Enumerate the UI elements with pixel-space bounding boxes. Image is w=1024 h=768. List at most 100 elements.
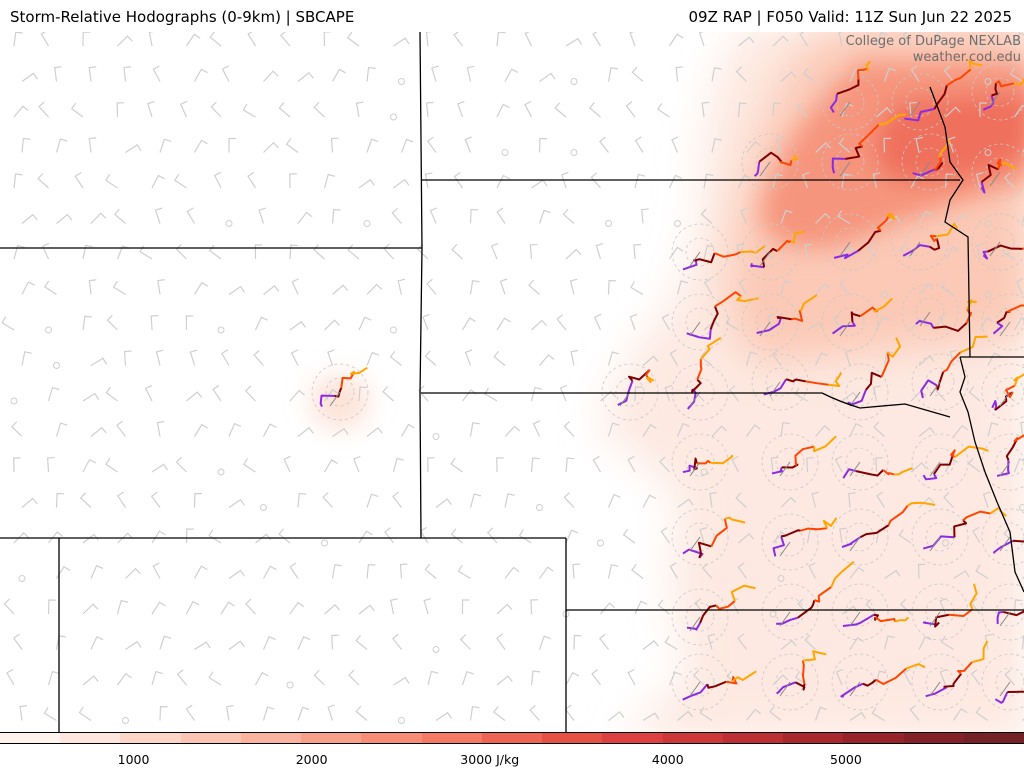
hodograph — [911, 335, 988, 411]
wind-barb — [258, 207, 266, 224]
wind-barb — [383, 243, 394, 260]
wind-barb — [848, 492, 856, 508]
wind-barb — [289, 389, 305, 402]
hodograph — [981, 293, 1024, 351]
wind-barb — [358, 316, 372, 331]
wind-barb — [400, 138, 414, 153]
wind-barb — [348, 669, 360, 686]
wind-barb — [968, 386, 981, 402]
wind-barb — [698, 32, 705, 47]
wind-barb — [423, 598, 432, 615]
wind-barb — [725, 316, 739, 331]
wind-barb — [117, 532, 133, 544]
wind-barb — [228, 498, 246, 508]
wind-barb — [677, 498, 694, 508]
wind-barb — [802, 171, 810, 189]
wind-barb — [607, 422, 620, 437]
wind-barb — [41, 242, 50, 260]
wind-barb — [151, 670, 163, 686]
wind-barb — [745, 351, 758, 366]
wind-barb — [835, 668, 844, 686]
wind-barb — [592, 455, 602, 473]
wind-barb — [701, 562, 713, 579]
wind-barb — [593, 313, 602, 331]
wind-barb — [193, 68, 208, 82]
wind-barb — [625, 101, 636, 118]
wind-barb — [562, 208, 575, 224]
wind-barb — [518, 529, 532, 544]
wind-barb — [634, 173, 646, 189]
wind-barb — [82, 533, 99, 544]
wind-barb — [841, 173, 851, 189]
wind-barb — [490, 242, 499, 260]
wind-barb — [244, 598, 256, 615]
wind-barb — [815, 142, 831, 153]
wind-barb — [393, 676, 410, 686]
wind-barb — [55, 138, 68, 153]
wind-barb — [185, 600, 200, 615]
wind-barb — [426, 278, 437, 295]
wind-barb — [839, 527, 847, 544]
hodograph — [311, 363, 369, 421]
wind-barb — [780, 71, 797, 82]
wind-barb — [699, 527, 708, 544]
wind-barb — [938, 313, 947, 331]
colorbar-swatch — [843, 733, 904, 743]
wind-barb — [156, 420, 165, 437]
wind-barb — [355, 101, 364, 118]
wind-barb — [563, 492, 575, 508]
wind-barb — [538, 137, 547, 153]
wind-barb — [883, 67, 896, 82]
hodograph — [671, 653, 757, 711]
wind-barb — [159, 138, 172, 153]
wind-barb — [88, 66, 97, 82]
wind-barb — [947, 136, 956, 153]
wind-barb — [253, 349, 264, 366]
wind-barb — [765, 384, 774, 402]
wind-barb — [297, 211, 313, 224]
wind-barb — [125, 143, 142, 154]
hodograph — [971, 143, 1024, 201]
wind-barb — [82, 458, 97, 473]
wind-barb — [496, 317, 511, 331]
wind-barb — [746, 424, 761, 437]
wind-barb — [393, 37, 410, 47]
wind-barb — [313, 244, 325, 260]
wind-barb — [492, 706, 506, 721]
wind-barb — [677, 710, 694, 721]
hodograph — [821, 212, 896, 271]
wind-barb — [424, 350, 437, 366]
hodograph — [761, 560, 855, 641]
wind-barb — [607, 564, 619, 579]
wind-barb — [113, 208, 126, 224]
wind-barb — [193, 565, 208, 579]
wind-barb — [780, 209, 793, 224]
wind-barb — [982, 491, 991, 508]
wind-barb — [366, 493, 379, 508]
wind-barb — [707, 633, 716, 650]
wind-barb — [780, 421, 790, 437]
wind-barb — [804, 634, 816, 650]
wind-barb — [47, 599, 56, 615]
wind-barb — [263, 284, 280, 295]
wind-barb — [70, 102, 84, 118]
wind-barb — [641, 208, 649, 224]
wind-barb — [769, 705, 782, 721]
wind-barb — [968, 457, 981, 473]
hodograph — [981, 433, 1024, 491]
wind-barb — [524, 100, 533, 118]
wind-barb — [899, 243, 912, 260]
wind-barb — [486, 527, 498, 544]
wind-barb — [193, 281, 209, 295]
wind-barb — [738, 36, 755, 47]
wind-barb — [761, 243, 774, 260]
wind-barb — [668, 174, 683, 189]
wind-barb — [669, 562, 679, 579]
wind-barb — [46, 456, 55, 473]
wind-barb — [82, 244, 93, 260]
wind-barb — [728, 385, 739, 402]
wind-barb — [815, 283, 831, 295]
wind-barb — [209, 32, 222, 47]
wind-barb — [417, 243, 429, 260]
wind-barb — [838, 137, 851, 153]
